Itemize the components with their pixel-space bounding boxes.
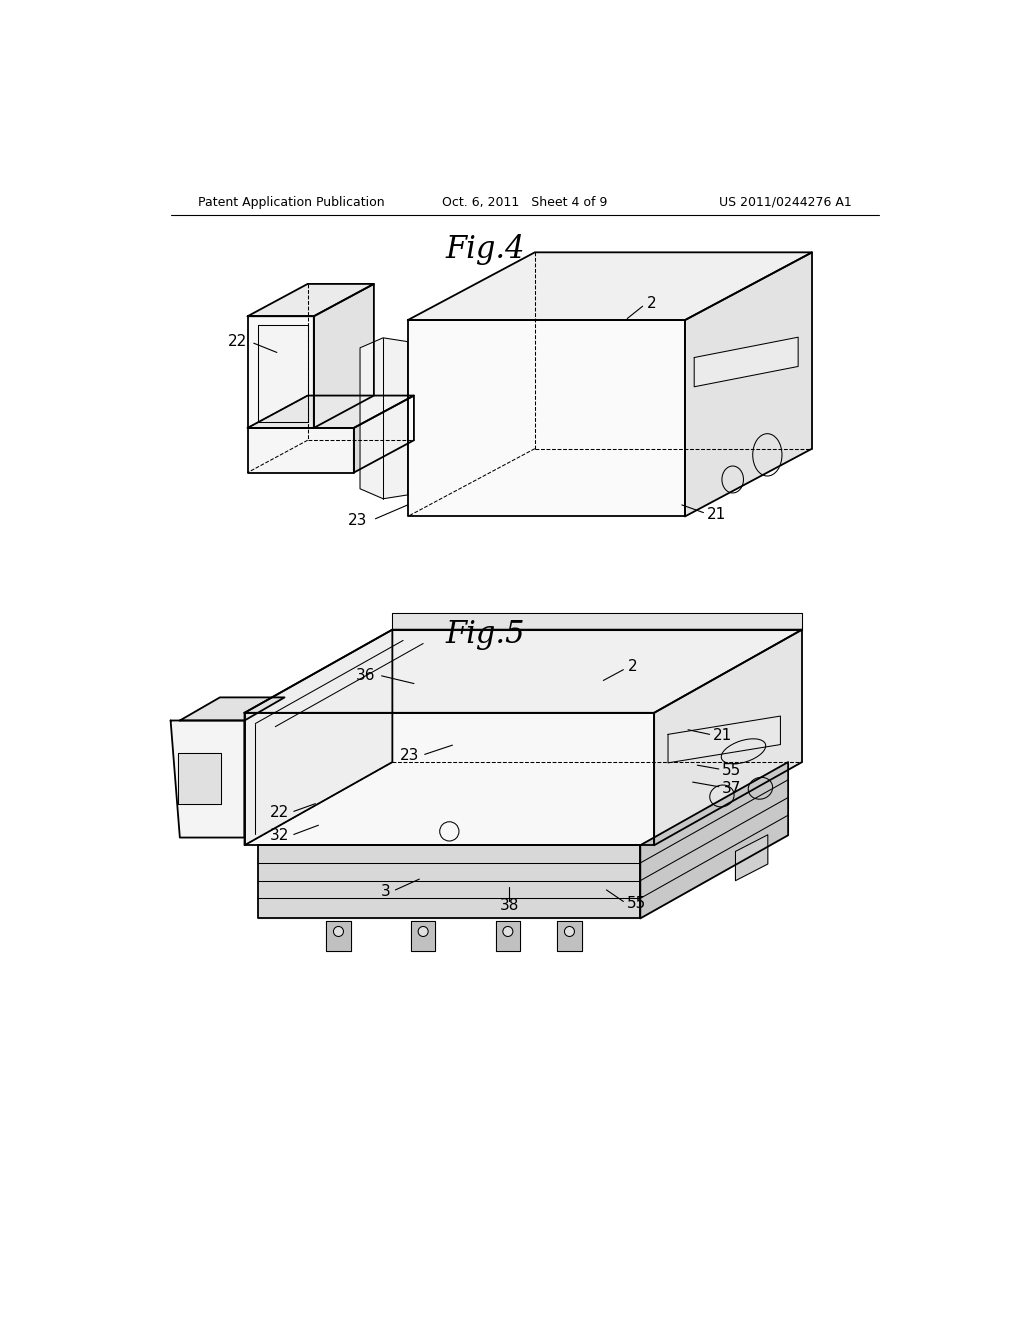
Text: 2: 2 — [628, 659, 638, 675]
Polygon shape — [171, 721, 245, 837]
Polygon shape — [557, 921, 582, 950]
Text: 23: 23 — [348, 512, 368, 528]
Text: Fig.5: Fig.5 — [445, 619, 524, 649]
Polygon shape — [392, 612, 802, 630]
Polygon shape — [248, 317, 313, 428]
Text: 23: 23 — [400, 748, 419, 763]
Text: 36: 36 — [356, 668, 376, 684]
Ellipse shape — [418, 927, 428, 936]
Polygon shape — [496, 921, 520, 950]
Polygon shape — [408, 321, 685, 516]
Text: 55: 55 — [722, 763, 741, 777]
Polygon shape — [245, 630, 802, 713]
Polygon shape — [258, 326, 307, 422]
Polygon shape — [245, 630, 392, 845]
Text: 21: 21 — [713, 729, 732, 743]
Polygon shape — [248, 428, 354, 473]
Text: 22: 22 — [270, 805, 289, 821]
Polygon shape — [180, 697, 285, 721]
Text: 21: 21 — [707, 507, 726, 521]
Polygon shape — [668, 715, 780, 763]
Text: 55: 55 — [627, 896, 646, 911]
Polygon shape — [694, 337, 798, 387]
Polygon shape — [640, 762, 788, 919]
Ellipse shape — [564, 927, 574, 936]
Polygon shape — [411, 921, 435, 950]
Polygon shape — [654, 630, 802, 845]
Polygon shape — [326, 921, 351, 950]
Polygon shape — [313, 284, 374, 428]
Polygon shape — [360, 338, 408, 499]
Polygon shape — [178, 752, 220, 804]
Text: 22: 22 — [228, 334, 248, 350]
Text: 32: 32 — [269, 829, 289, 843]
Polygon shape — [354, 396, 414, 473]
Text: 3: 3 — [381, 884, 391, 899]
Text: Patent Application Publication: Patent Application Publication — [199, 195, 385, 209]
Polygon shape — [408, 252, 812, 321]
Polygon shape — [685, 252, 812, 516]
Ellipse shape — [334, 927, 343, 936]
Text: Fig.4: Fig.4 — [445, 234, 524, 265]
Polygon shape — [248, 396, 414, 428]
Polygon shape — [245, 713, 654, 845]
Text: 37: 37 — [722, 780, 741, 796]
Text: US 2011/0244276 A1: US 2011/0244276 A1 — [719, 195, 851, 209]
Polygon shape — [735, 834, 768, 880]
Text: 38: 38 — [500, 898, 519, 913]
Text: Oct. 6, 2011   Sheet 4 of 9: Oct. 6, 2011 Sheet 4 of 9 — [442, 195, 607, 209]
Polygon shape — [258, 845, 640, 919]
Text: 2: 2 — [646, 296, 656, 310]
Polygon shape — [248, 284, 374, 317]
Ellipse shape — [503, 927, 513, 936]
